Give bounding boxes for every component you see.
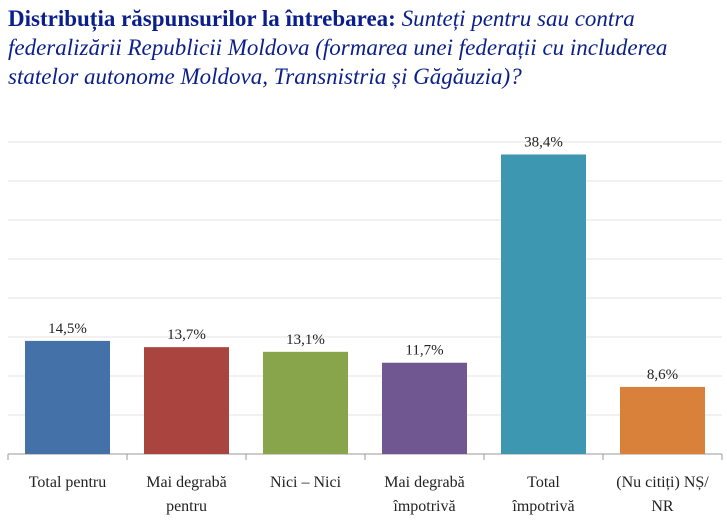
data-label: 11,7% [405, 343, 443, 359]
category-label: Total pentru [29, 474, 107, 491]
bar [382, 362, 467, 454]
bar [263, 351, 348, 454]
data-label: 13,1% [286, 332, 325, 348]
data-label: 8,6% [647, 367, 678, 383]
category-label: NR [651, 498, 674, 515]
bar [144, 347, 229, 454]
data-label: 14,5% [48, 321, 87, 337]
bar [25, 340, 110, 454]
category-label: împotrivă [511, 498, 574, 515]
category-label: împotrivă [392, 498, 455, 515]
category-label: Mai degrabă [146, 474, 226, 491]
data-label: 38,4% [524, 134, 563, 150]
category-label: Total [527, 474, 560, 491]
chart-title: Distribuția răspunsurilor la întrebarea:… [8, 4, 720, 91]
title-question: Sunteți pentru sau contra federalizării … [8, 6, 668, 89]
data-label: 13,7% [167, 327, 206, 343]
category-label: Mai degrabă [384, 474, 464, 491]
bar [501, 154, 586, 455]
category-label: pentru [166, 498, 207, 515]
title-lead: Distribuția răspunsurilor la întrebarea: [8, 6, 396, 31]
category-label: (Nu citiți) NȘ/ [616, 474, 709, 491]
category-label: Nici – Nici [270, 474, 342, 491]
bar [620, 386, 705, 454]
